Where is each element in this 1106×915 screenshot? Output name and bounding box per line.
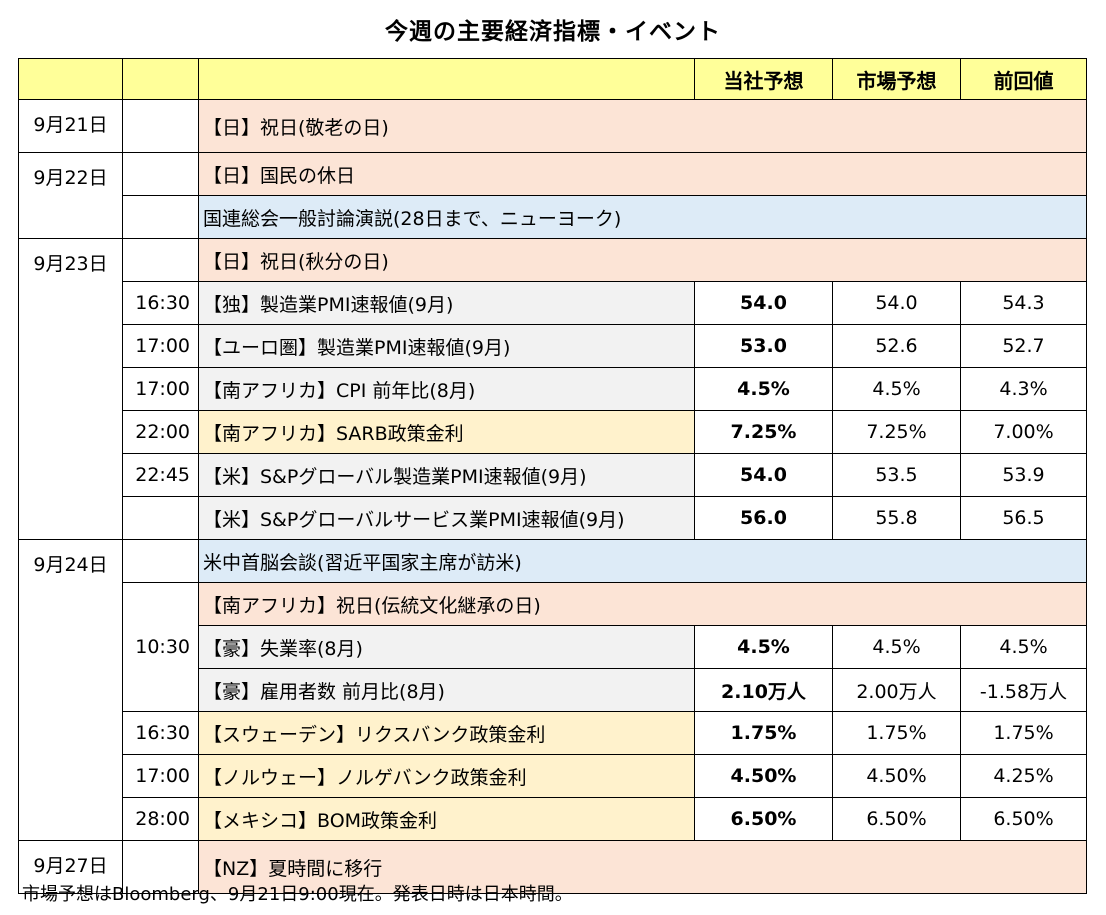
event-cell: 【日】祝日(敬老の日)	[198, 99, 1087, 153]
event-cell: 【米】S&Pグローバルサービス業PMI速報値(9月)	[198, 496, 695, 540]
event-cell: 【独】製造業PMI速報値(9月)	[198, 281, 695, 325]
event-cell: 【ユーロ圏】製造業PMI速報値(9月)	[198, 324, 695, 368]
time-cell: 28:00	[122, 797, 199, 841]
forecast-cell: 54.0	[694, 281, 833, 325]
time-cell: 16:30	[122, 711, 199, 755]
forecast-cell: 4.50%	[694, 754, 833, 798]
market-cell: 1.75%	[832, 711, 961, 755]
previous-cell: 4.25%	[960, 754, 1087, 798]
previous-cell: -1.58万人	[960, 668, 1087, 712]
table-row: 17:00 【南アフリカ】CPI 前年比(8月) 4.5% 4.5% 4.3%	[19, 367, 1087, 411]
market-cell: 4.50%	[832, 754, 961, 798]
time-cell: 10:30	[122, 582, 199, 712]
footnote: 市場予想はBloomberg、9月21日9:00現在。発表日時は日本時間。	[22, 884, 573, 905]
table-row: 【豪】雇用者数 前月比(8月) 2.10万人 2.00万人 -1.58万人	[19, 668, 1087, 712]
forecast-cell: 1.75%	[694, 711, 833, 755]
time-cell: 17:00	[122, 324, 199, 368]
previous-header: 前回値	[960, 58, 1087, 100]
event-cell: 【豪】雇用者数 前月比(8月)	[198, 668, 695, 712]
forecast-cell: 2.10万人	[694, 668, 833, 712]
previous-cell: 54.3	[960, 281, 1087, 325]
event-cell: 国連総会一般討論演説(28日まで、ニューヨーク)	[198, 195, 1087, 239]
event-cell: 【南アフリカ】SARB政策金利	[198, 410, 695, 454]
forecast-cell: 53.0	[694, 324, 833, 368]
market-cell: 2.00万人	[832, 668, 961, 712]
table-row: 9月21日 【日】祝日(敬老の日)	[18, 99, 1087, 153]
previous-cell: 4.5%	[960, 625, 1087, 669]
event-cell: 【日】祝日(秋分の日)	[198, 238, 1087, 282]
previous-cell: 53.9	[960, 453, 1087, 497]
previous-cell: 56.5	[960, 496, 1087, 540]
forecast-cell: 6.50%	[694, 797, 833, 841]
table-row: 9月22日 【日】国民の休日	[18, 152, 1087, 239]
date-cell: 9月27日	[18, 840, 123, 894]
market-header: 市場予想	[832, 58, 961, 100]
table-row: 17:00 【ユーロ圏】製造業PMI速報値(9月) 53.0 52.6 52.7	[19, 324, 1087, 368]
event-cell: 米中首脳会談(習近平国家主席が訪米)	[198, 539, 1087, 583]
table-row: 【米】S&Pグローバルサービス業PMI速報値(9月) 56.0 55.8 56.…	[19, 496, 1087, 540]
forecast-cell: 4.5%	[694, 625, 833, 669]
market-cell: 4.5%	[832, 625, 961, 669]
forecast-cell: 56.0	[694, 496, 833, 540]
table-row: 17:00 【ノルウェー】ノルゲバンク政策金利 4.50% 4.50% 4.25…	[19, 754, 1087, 798]
time-cell	[122, 195, 199, 239]
table-row: 【豪】失業率(8月) 4.5% 4.5% 4.5%	[19, 625, 1087, 669]
event-cell: 【南アフリカ】CPI 前年比(8月)	[198, 367, 695, 411]
time-cell: 22:00	[122, 410, 199, 454]
table-row: 16:30 【独】製造業PMI速報値(9月) 54.0 54.0 54.3	[19, 281, 1087, 325]
date-cell: 9月22日	[18, 152, 123, 239]
forecast-cell: 4.5%	[694, 367, 833, 411]
market-cell: 53.5	[832, 453, 961, 497]
table-row: 28:00 【メキシコ】BOM政策金利 6.50% 6.50% 6.50%	[19, 797, 1087, 841]
previous-cell: 4.3%	[960, 367, 1087, 411]
event-cell: 【日】国民の休日	[198, 152, 1087, 196]
market-cell: 7.25%	[832, 410, 961, 454]
market-cell: 4.5%	[832, 367, 961, 411]
page-title: 今週の主要経済指標・イベント	[385, 19, 721, 45]
date-cell: 9月23日	[18, 238, 123, 540]
header-row: 当社予想 市場予想 前回値	[18, 58, 1087, 100]
time-cell: 17:00	[122, 754, 199, 798]
time-cell	[122, 238, 199, 282]
forecast-header: 当社予想	[694, 58, 833, 100]
date-cell: 9月24日	[18, 539, 123, 841]
time-cell	[122, 539, 199, 583]
previous-cell: 1.75%	[960, 711, 1087, 755]
table-row: 10:30 【南アフリカ】祝日(伝統文化継承の日)	[19, 582, 1087, 712]
forecast-cell: 7.25%	[694, 410, 833, 454]
event-cell: 【NZ】夏時間に移行	[198, 840, 1087, 894]
market-cell: 54.0	[832, 281, 961, 325]
event-cell: 【南アフリカ】祝日(伝統文化継承の日)	[198, 582, 1087, 626]
previous-cell: 7.00%	[960, 410, 1087, 454]
market-cell: 52.6	[832, 324, 961, 368]
time-cell: 16:30	[122, 281, 199, 325]
table-row: 22:45 【米】S&Pグローバル製造業PMI速報値(9月) 54.0 53.5…	[19, 453, 1087, 497]
event-cell: 【豪】失業率(8月)	[198, 625, 695, 669]
table-row: 22:00 【南アフリカ】SARB政策金利 7.25% 7.25% 7.00%	[19, 410, 1087, 454]
event-cell: 【ノルウェー】ノルゲバンク政策金利	[198, 754, 695, 798]
time-cell: 22:45	[122, 453, 199, 497]
indicator-table: 当社予想 市場予想 前回値 9月21日 【日】祝日(敬老の日) 9月22日 【日…	[18, 58, 1087, 894]
previous-cell: 6.50%	[960, 797, 1087, 841]
event-cell: 【米】S&Pグローバル製造業PMI速報値(9月)	[198, 453, 695, 497]
table-row: 16:30 【スウェーデン】リクスバンク政策金利 1.75% 1.75% 1.7…	[19, 711, 1087, 755]
table-row: 国連総会一般討論演説(28日まで、ニューヨーク)	[19, 195, 1087, 239]
table-row: 9月27日 【NZ】夏時間に移行	[18, 840, 1087, 894]
event-cell: 【スウェーデン】リクスバンク政策金利	[198, 711, 695, 755]
market-cell: 6.50%	[832, 797, 961, 841]
date-cell: 9月21日	[18, 99, 123, 153]
forecast-cell: 54.0	[694, 453, 833, 497]
time-cell	[122, 152, 199, 196]
table-row: 9月24日 米中首脳会談(習近平国家主席が訪米)	[18, 539, 1087, 841]
time-cell	[122, 99, 199, 153]
time-cell: 17:00	[122, 367, 199, 411]
previous-cell: 52.7	[960, 324, 1087, 368]
table-row: 9月23日 【日】祝日(秋分の日)	[18, 238, 1087, 540]
event-cell: 【メキシコ】BOM政策金利	[198, 797, 695, 841]
time-cell	[122, 496, 199, 540]
market-cell: 55.8	[832, 496, 961, 540]
